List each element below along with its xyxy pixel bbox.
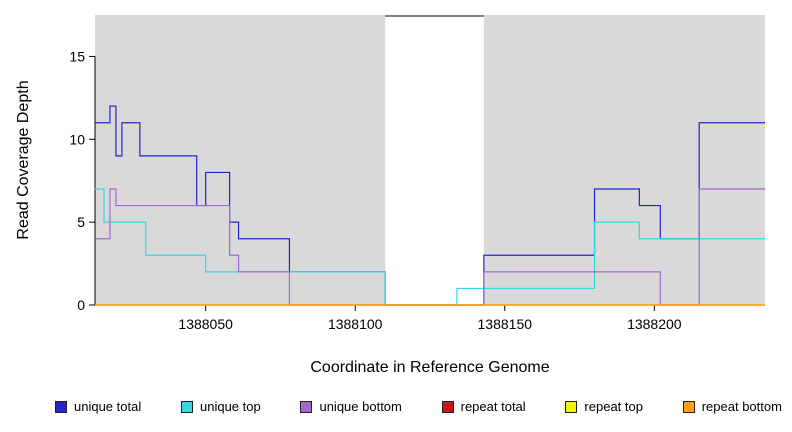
legend-label: repeat top xyxy=(584,399,643,414)
legend-label: repeat bottom xyxy=(701,399,782,414)
legend-item-repeat-top: repeat top xyxy=(565,399,643,414)
legend-swatch xyxy=(300,400,313,413)
legend-label: unique bottom xyxy=(319,399,402,414)
shaded-region xyxy=(95,15,386,305)
legend-swatch xyxy=(180,400,193,413)
legend-swatch xyxy=(682,400,695,413)
y-axis-title: Read Coverage Depth xyxy=(15,80,32,239)
x-tick-label: 1388100 xyxy=(328,316,383,332)
y-tick-label: 15 xyxy=(69,48,85,64)
y-tick-label: 10 xyxy=(69,131,85,147)
legend-item-repeat-bottom: repeat bottom xyxy=(682,399,782,414)
x-axis-title: Coordinate in Reference Genome xyxy=(310,359,549,376)
y-tick-label: 0 xyxy=(77,297,85,313)
x-tick-label: 1388200 xyxy=(627,316,682,332)
legend-swatch xyxy=(55,400,67,413)
legend-item-unique-top: unique top xyxy=(180,399,261,414)
x-tick-label: 1388050 xyxy=(178,316,233,332)
chart-legend: unique total unique top unique bottom repea… xyxy=(55,399,782,414)
legend-label: unique top xyxy=(199,399,261,414)
legend-item-repeat-total: repeat total xyxy=(441,399,526,414)
x-tick-label: 1388150 xyxy=(478,316,533,332)
legend-label: repeat total xyxy=(460,399,526,414)
legend-swatch xyxy=(565,400,578,413)
legend-item-unique-total: unique total xyxy=(55,399,141,414)
shaded-region xyxy=(483,15,765,305)
legend-item-unique-bottom: unique bottom xyxy=(300,399,402,414)
chart-svg: 1388050 1388100 1388150 1388200 0 5 10 15 Coord… xyxy=(15,15,765,376)
legend-swatch xyxy=(441,400,454,413)
series-line-unique-top xyxy=(95,188,765,306)
y-tick-label: 5 xyxy=(77,214,85,230)
series-line-unique-total xyxy=(95,105,765,306)
legend-label: unique total xyxy=(74,399,142,414)
chart-render-root: 1388050 1388100 1388150 1388200 0 5 10 15 xyxy=(69,15,765,332)
